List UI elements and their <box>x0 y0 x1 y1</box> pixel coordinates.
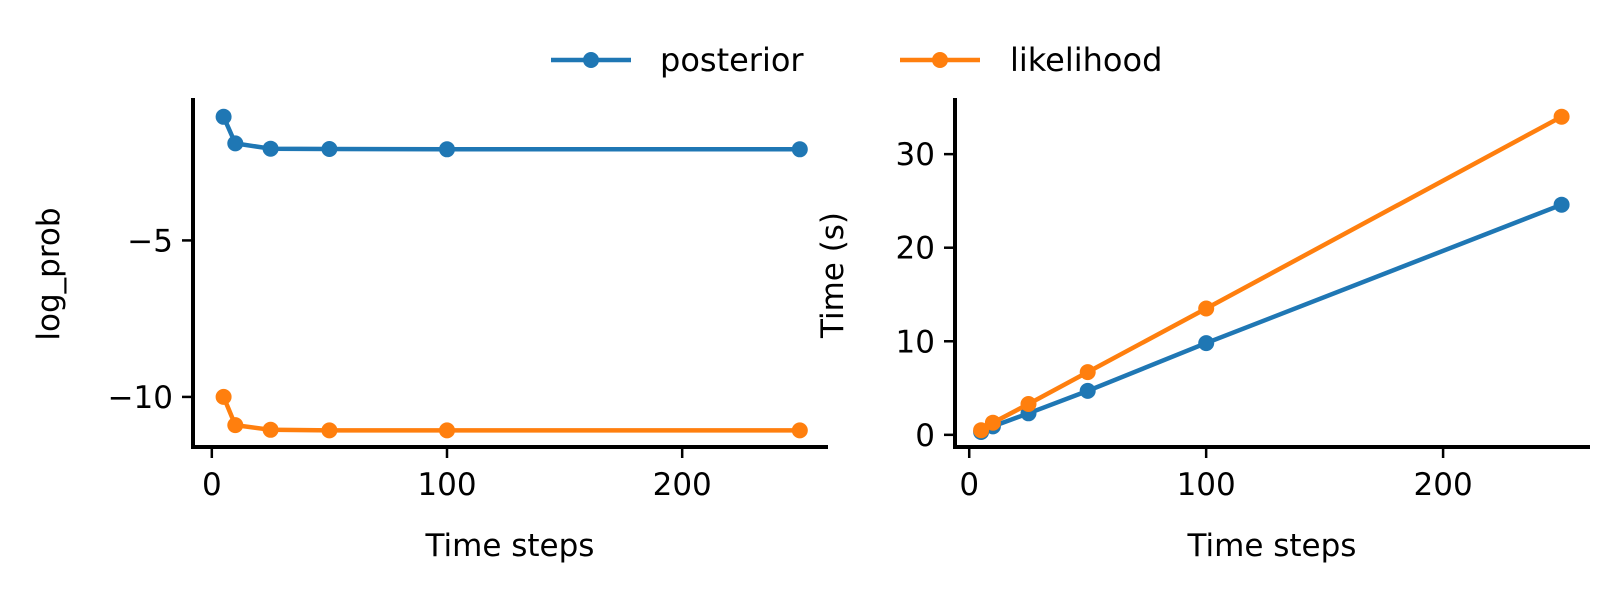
log-prob-posterior-point <box>227 135 244 152</box>
time-posterior-point <box>1553 196 1570 213</box>
legend: posterior likelihood <box>551 41 1162 79</box>
log-prob-posterior-point <box>439 141 455 158</box>
x-tick-label: 100 <box>1177 467 1236 503</box>
time-likelihood-line <box>979 114 1563 433</box>
x-axis-label-time-steps: Time steps <box>425 528 595 564</box>
log-prob-posterior-point <box>791 141 808 158</box>
legend-marker-likelihood <box>932 52 948 68</box>
y-tick-label: 30 <box>896 137 935 173</box>
time-likelihood-point <box>1553 108 1570 125</box>
y-tick-label: 10 <box>896 324 935 360</box>
legend-entry-posterior: posterior <box>551 41 804 79</box>
legend-marker-posterior <box>583 52 599 68</box>
log-prob-likelihood-point <box>215 388 232 405</box>
log-prob-likelihood-point <box>262 421 279 438</box>
y-axis-label-log-prob: log_prob <box>31 207 67 340</box>
time-posterior-point <box>1198 335 1215 352</box>
log-prob-likelihood-point <box>439 422 455 439</box>
legend-entry-likelihood: likelihood <box>900 41 1162 79</box>
time-likelihood-point <box>1079 364 1096 381</box>
x-tick-label: 200 <box>1414 467 1473 503</box>
y-tick-label: −5 <box>127 223 173 259</box>
x-tick-label: 0 <box>202 467 222 503</box>
log-prob-likelihood-point <box>791 422 808 439</box>
log-prob-likelihood-point <box>321 422 338 439</box>
log-prob-posterior-point <box>215 108 232 125</box>
x-axis-label-time-steps: Time steps <box>1187 528 1357 564</box>
legend-label-likelihood: likelihood <box>1010 41 1162 79</box>
time-panel: Time (s) Time steps 0 100 200 0 10 20 30 <box>815 98 1590 564</box>
time-likelihood-point <box>973 422 990 439</box>
time-likelihood-point <box>1020 396 1037 412</box>
log-prob-likelihood-line <box>221 396 800 433</box>
log-prob-posterior-line <box>221 115 800 152</box>
x-tick-label: 100 <box>417 467 476 503</box>
x-tick-label: 200 <box>653 467 712 503</box>
log-prob-posterior-point <box>321 141 338 157</box>
y-axis-label-time: Time (s) <box>815 212 851 339</box>
time-posterior-point <box>1079 382 1096 399</box>
time-posterior-line <box>980 202 1563 435</box>
log-prob-panel: log_prob Time steps 0 100 200 −10 −5 <box>31 98 828 564</box>
time-likelihood-point <box>984 414 1001 431</box>
y-tick-label: −10 <box>108 380 173 416</box>
y-tick-label: 0 <box>915 418 935 454</box>
time-likelihood-point <box>1198 300 1215 317</box>
log-prob-posterior-point <box>262 140 279 157</box>
x-tick-label: 0 <box>959 467 979 503</box>
log-prob-likelihood-point <box>227 417 244 434</box>
y-tick-label: 20 <box>896 231 935 267</box>
legend-label-posterior: posterior <box>660 41 804 79</box>
